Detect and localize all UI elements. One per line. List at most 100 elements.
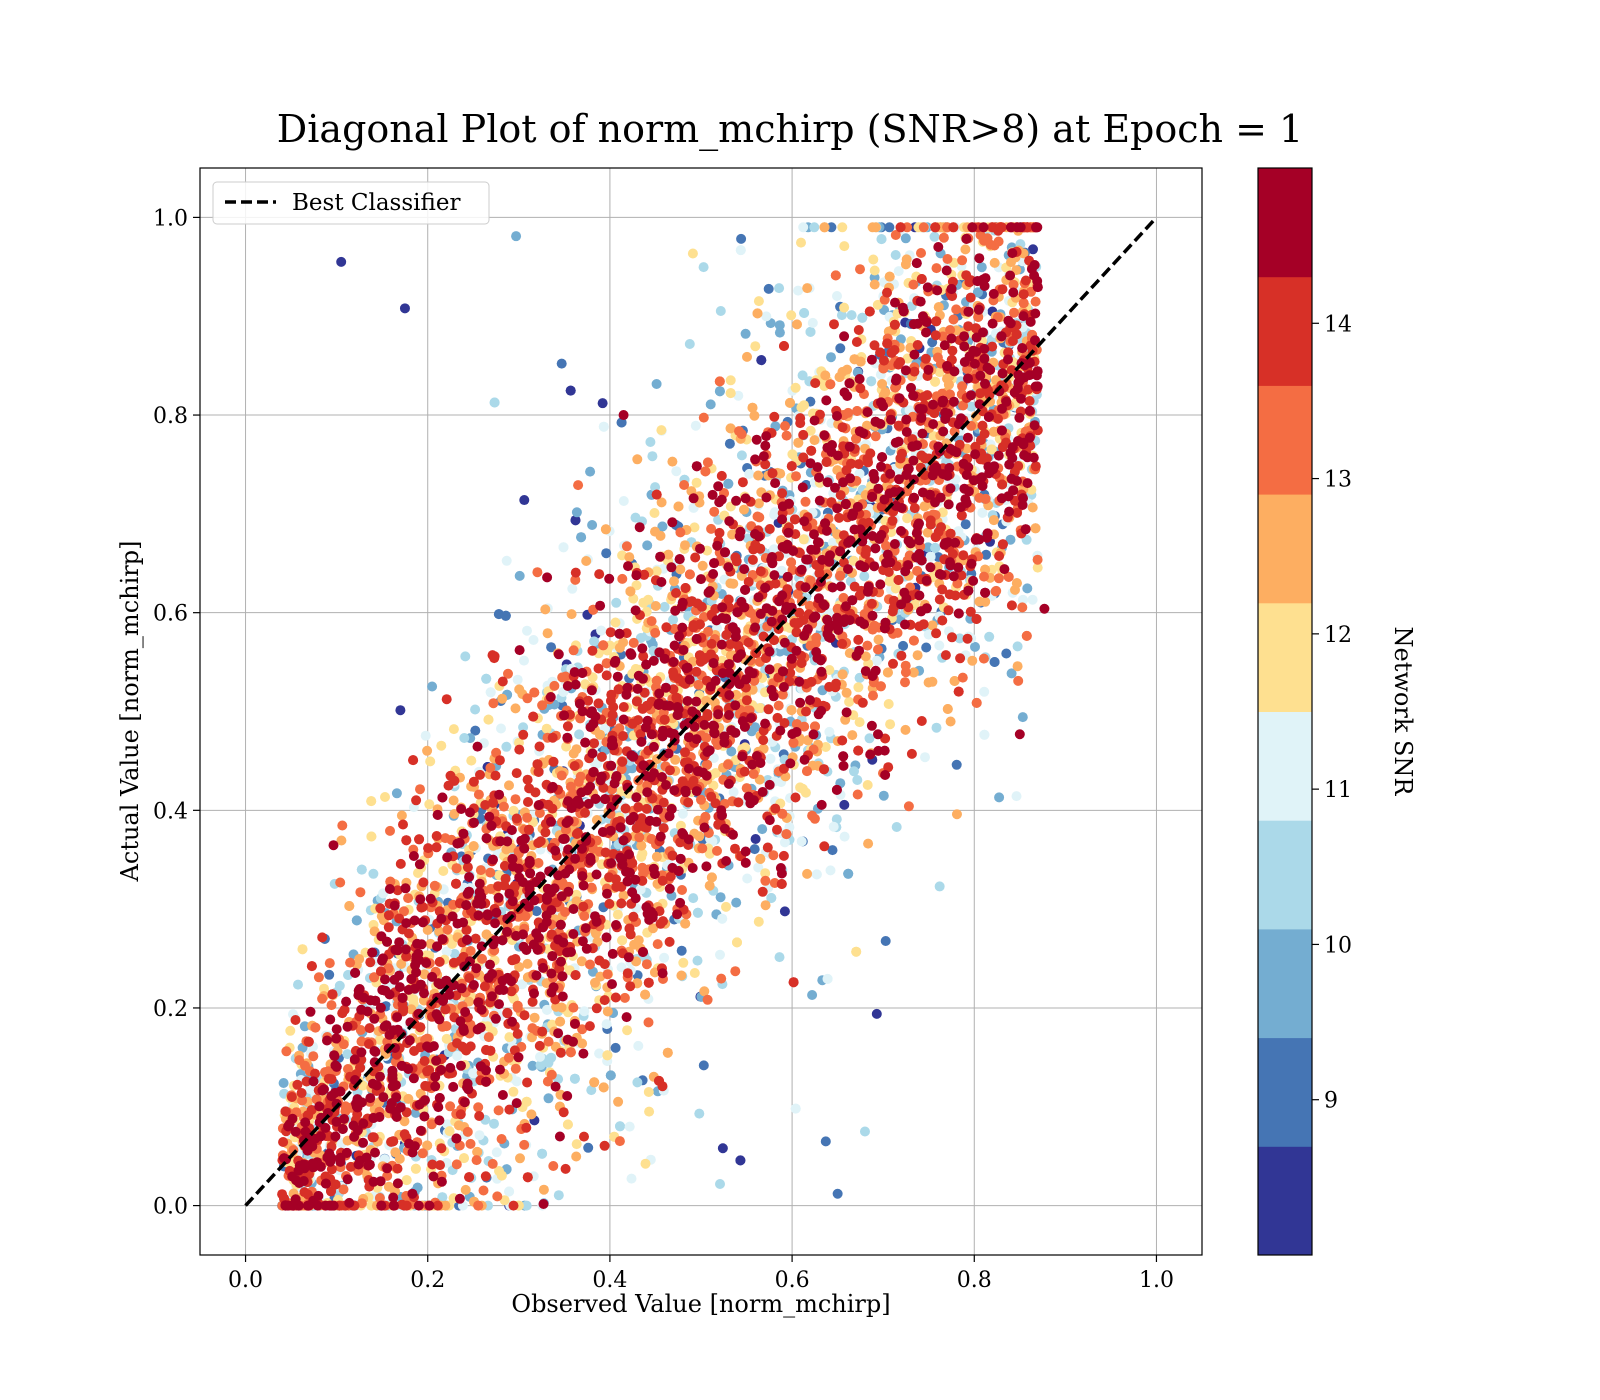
scatter-point: [468, 1068, 479, 1079]
scatter-point: [786, 705, 797, 716]
scatter-point: [429, 880, 440, 891]
scatter-point: [573, 480, 584, 491]
scatter-point: [472, 1146, 483, 1157]
scatter-point: [753, 916, 764, 927]
scatter-point: [537, 700, 548, 711]
scatter-point: [948, 314, 959, 325]
scatter-point: [403, 893, 414, 904]
scatter-point: [835, 570, 846, 581]
scatter-point: [736, 450, 747, 461]
scatter-point: [766, 893, 777, 903]
scatter-point: [951, 759, 962, 770]
scatter-point: [462, 1126, 473, 1137]
scatter-point: [522, 693, 533, 704]
scatter-point: [725, 423, 736, 434]
scatter-point: [444, 1126, 455, 1137]
scatter-point: [1021, 630, 1032, 641]
scatter-point: [335, 877, 346, 888]
scatter-point: [714, 386, 725, 397]
scatter-point: [586, 1085, 597, 1096]
scatter-point: [786, 557, 797, 568]
scatter-point: [798, 429, 809, 440]
scatter-point: [777, 488, 788, 499]
scatter-point: [508, 805, 519, 816]
scatter-point: [735, 1155, 746, 1166]
scatter-point: [324, 969, 335, 980]
scatter-point: [849, 766, 859, 777]
scatter-point: [804, 600, 815, 611]
scatter-point: [601, 1019, 612, 1030]
scatter-point: [581, 556, 592, 566]
scatter-point: [535, 1060, 546, 1071]
scatter-point: [390, 1147, 401, 1158]
scatter-point: [474, 1111, 485, 1121]
scatter-point: [900, 724, 911, 735]
scatter-point: [981, 549, 992, 560]
scatter-point: [873, 644, 883, 655]
scatter-point: [445, 1101, 456, 1112]
scatter-point: [753, 498, 764, 509]
scatter-point: [773, 700, 784, 711]
scatter-point: [641, 803, 652, 814]
scatter-point: [385, 876, 396, 887]
scatter-point: [501, 741, 512, 752]
scatter-point: [611, 597, 622, 608]
scatter-point: [932, 352, 943, 363]
scatter-point: [940, 650, 951, 661]
scatter-point: [979, 729, 990, 740]
scatter-point: [441, 1033, 452, 1044]
scatter-point: [839, 241, 850, 252]
scatter-point: [869, 272, 880, 283]
scatter-point: [757, 824, 768, 835]
scatter-point: [624, 1121, 635, 1132]
scatter-point: [512, 1000, 523, 1011]
scatter-point: [962, 633, 973, 644]
scatter-point: [988, 426, 999, 437]
scatter-point: [715, 1179, 725, 1189]
scatter-point: [323, 1066, 334, 1077]
scatter-point: [979, 571, 989, 582]
scatter-point: [890, 250, 901, 260]
scatter-point: [734, 426, 744, 437]
scatter-point: [396, 810, 407, 821]
scatter-point: [967, 655, 978, 666]
scatter-point: [326, 1164, 337, 1175]
scatter-point: [869, 279, 880, 290]
scatter-point: [533, 858, 544, 868]
scatter-point: [908, 667, 919, 678]
scatter-point: [752, 308, 763, 319]
scatter-point: [299, 1021, 310, 1032]
scatter-point: [1008, 279, 1019, 290]
scatter-point: [749, 675, 760, 686]
scatter-point: [854, 717, 865, 728]
scatter-point: [909, 503, 920, 514]
scatter-point: [633, 1040, 644, 1051]
scatter-point: [675, 564, 686, 575]
scatter-point: [966, 401, 977, 412]
scatter-point: [1032, 554, 1043, 565]
scatter-point: [957, 255, 968, 266]
scatter-point: [625, 586, 636, 597]
scatter-point: [990, 586, 1001, 597]
scatter-point: [929, 231, 940, 242]
scatter-point: [510, 1063, 521, 1074]
scatter-point: [733, 390, 744, 401]
scatter-point: [324, 958, 335, 969]
scatter-point: [522, 625, 532, 636]
scatter-point: [414, 834, 425, 845]
scatter-point: [449, 809, 460, 819]
scatter-point: [742, 351, 752, 362]
scatter-point: [908, 635, 919, 646]
scatter-point: [791, 471, 801, 482]
scatter-point: [802, 283, 813, 294]
scatter-point: [834, 372, 845, 382]
scatter-point: [621, 541, 632, 552]
scatter-point: [485, 762, 496, 773]
scatter-point: [522, 1077, 533, 1088]
scatter-point: [483, 714, 494, 725]
scatter-point: [517, 979, 528, 990]
scatter-point: [537, 1148, 548, 1159]
scatter-point: [436, 740, 447, 751]
scatter-point: [673, 501, 684, 512]
scatter-point: [993, 573, 1004, 584]
